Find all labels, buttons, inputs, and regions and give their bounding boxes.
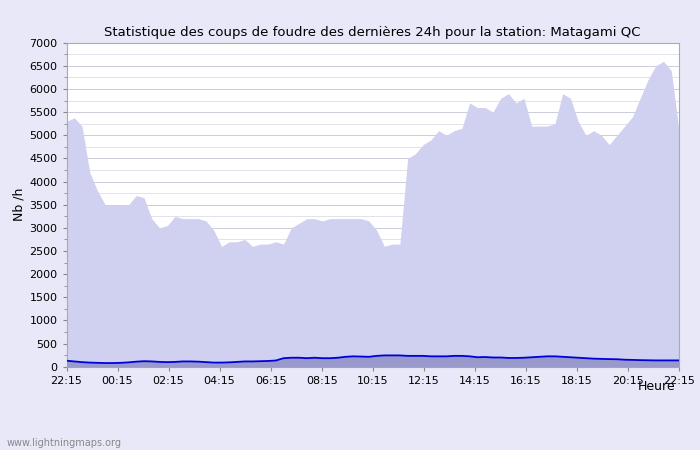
Text: www.lightningmaps.org: www.lightningmaps.org: [7, 438, 122, 448]
Text: Heure: Heure: [638, 380, 676, 393]
Title: Statistique des coups de foudre des dernières 24h pour la station: Matagami QC: Statistique des coups de foudre des dern…: [104, 26, 641, 39]
Y-axis label: Nb /h: Nb /h: [12, 188, 25, 221]
